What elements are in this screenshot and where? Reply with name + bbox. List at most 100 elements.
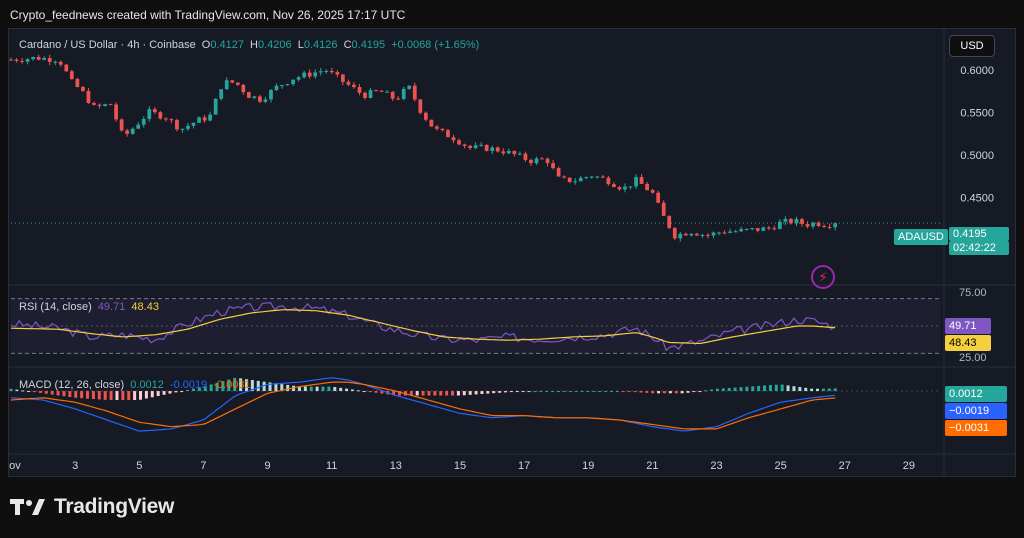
brand-name: TradingView bbox=[54, 495, 175, 518]
chart-area[interactable]: 0.6000 0.5500 0.5000 0.4500 Nov 3 5 7 9 11 13 15 17 1… bbox=[8, 28, 1016, 477]
candle-body bbox=[114, 104, 118, 120]
candle-body bbox=[324, 70, 329, 72]
macd-histogram-bar bbox=[657, 391, 661, 394]
candle-body bbox=[352, 84, 356, 88]
tradingview-logo-icon bbox=[10, 499, 45, 515]
macd-histogram-bar bbox=[68, 391, 72, 398]
candle-body bbox=[473, 145, 478, 149]
macd-histogram-bar bbox=[515, 391, 519, 393]
candle-body bbox=[739, 229, 744, 232]
macd-histogram-bar bbox=[309, 386, 313, 392]
candle-body bbox=[136, 124, 141, 129]
chart-canvas[interactable]: 0.6000 0.5500 0.5000 0.4500 Nov 3 5 7 9 11 13 15 17 1… bbox=[9, 29, 1016, 477]
candle-body bbox=[368, 90, 373, 98]
candle-body bbox=[235, 82, 240, 85]
candle-body bbox=[783, 218, 788, 222]
candle-body bbox=[269, 90, 273, 100]
time-tick-label: 11 bbox=[326, 460, 337, 472]
high-label: H bbox=[250, 39, 258, 51]
candle-body bbox=[401, 88, 406, 99]
macd-histogram-bar bbox=[674, 391, 678, 394]
change-value: +0.0068 (+1.65%) bbox=[391, 39, 480, 51]
macd-histogram-bar bbox=[174, 391, 178, 393]
macd-histogram-bar bbox=[227, 379, 231, 392]
candle-body bbox=[64, 64, 69, 72]
candle-body bbox=[291, 79, 295, 85]
rsi-ma-value: 48.43 bbox=[131, 301, 159, 313]
rsi-level-high: 75.00 bbox=[959, 287, 987, 299]
macd-histogram-bar bbox=[639, 391, 643, 393]
candle-body bbox=[490, 147, 495, 151]
candle-body bbox=[518, 153, 522, 155]
candle-body bbox=[523, 153, 528, 160]
macd-histogram-bar bbox=[821, 388, 825, 392]
candle-body bbox=[125, 130, 130, 134]
time-tick-label: 21 bbox=[646, 460, 658, 472]
macd-histogram-bar bbox=[692, 391, 696, 393]
candle-body bbox=[833, 223, 838, 228]
candle-body bbox=[274, 85, 279, 91]
candle-body bbox=[341, 74, 345, 82]
macd-histogram-bar bbox=[727, 387, 731, 392]
macd-histogram-bar bbox=[56, 391, 60, 396]
macd-histogram-bar bbox=[462, 391, 466, 396]
candle-body bbox=[202, 117, 207, 121]
candle-body bbox=[717, 232, 721, 234]
macd-histogram-bar bbox=[480, 391, 484, 394]
macd-histogram-bar bbox=[27, 391, 31, 393]
macd-histogram-bar bbox=[833, 388, 837, 392]
macd-hist-value: 0.0012 bbox=[130, 379, 164, 391]
time-tick-label: 27 bbox=[839, 460, 851, 472]
macd-histogram-bar bbox=[274, 383, 278, 392]
macd-histogram-bar bbox=[562, 391, 566, 393]
time-tick-label: 19 bbox=[582, 460, 594, 472]
time-tick-label: Nov bbox=[9, 460, 21, 472]
candle-body bbox=[357, 87, 362, 93]
lightning-icon[interactable]: ⚡ bbox=[811, 265, 835, 289]
candle-body bbox=[69, 71, 74, 80]
candle-body bbox=[462, 144, 467, 146]
macd-histogram-bar bbox=[745, 386, 749, 392]
macd-histogram-bar bbox=[103, 391, 107, 400]
candle-body bbox=[252, 96, 257, 98]
open-value: 0.4127 bbox=[210, 39, 244, 51]
macd-histogram-bar bbox=[586, 391, 590, 393]
macd-histogram-bar bbox=[627, 391, 631, 393]
candle-body bbox=[589, 176, 594, 178]
macd-signal-tag: −0.0031 bbox=[945, 420, 1007, 436]
candle-body bbox=[761, 227, 766, 231]
candle-body bbox=[667, 215, 672, 228]
macd-histogram-bar bbox=[492, 391, 496, 394]
macd-histogram-bar bbox=[368, 391, 372, 393]
macd-histogram-bar bbox=[380, 391, 384, 394]
time-tick-label: 17 bbox=[518, 460, 530, 472]
macd-histogram-bar bbox=[150, 391, 154, 398]
macd-histogram-bar bbox=[768, 385, 772, 392]
time-tick-label: 29 bbox=[903, 460, 915, 472]
macd-histogram-bar bbox=[545, 391, 549, 393]
currency-button[interactable]: USD bbox=[949, 35, 995, 57]
macd-histogram-bar bbox=[827, 388, 831, 392]
candle-body bbox=[152, 109, 157, 113]
macd-histogram-bar bbox=[286, 384, 290, 392]
macd-legend: MACD (12, 26, close) 0.0012 -0.0019 -0.0… bbox=[19, 379, 254, 391]
candle-body bbox=[672, 227, 677, 239]
candle-body bbox=[457, 140, 461, 145]
macd-histogram-bar bbox=[280, 384, 284, 392]
time-tick-label: 3 bbox=[72, 460, 78, 472]
candle-body bbox=[97, 104, 102, 106]
macd-value: -0.0019 bbox=[169, 379, 208, 391]
macd-histogram-bar bbox=[533, 391, 537, 393]
candle-body bbox=[246, 92, 251, 98]
candle-body bbox=[678, 233, 683, 239]
macd-histogram-bar bbox=[50, 391, 54, 395]
candle-body bbox=[412, 85, 417, 100]
candle-body bbox=[584, 177, 589, 179]
macd-histogram-bar bbox=[780, 384, 784, 392]
candle-body bbox=[722, 232, 727, 234]
time-tick-label: 5 bbox=[136, 460, 142, 472]
rsi-ma-tag: 48.43 bbox=[945, 335, 991, 351]
candle-body bbox=[623, 186, 627, 190]
macd-histogram-bar bbox=[356, 390, 360, 392]
candle-body bbox=[186, 125, 190, 129]
